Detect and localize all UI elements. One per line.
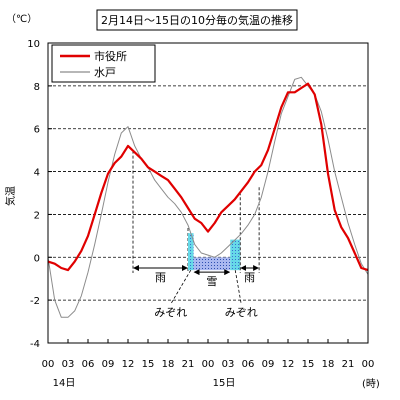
y-tick-label: 10 xyxy=(27,39,40,50)
x-tick-label: 00 xyxy=(202,359,215,370)
x-tick-label: 09 xyxy=(102,359,115,370)
y-tick-label: 8 xyxy=(34,82,40,93)
day-label: 15日 xyxy=(213,378,236,389)
snow-region xyxy=(193,257,231,271)
legend: 市役所 水戸 xyxy=(51,44,156,83)
y-tick-label: 0 xyxy=(34,253,40,264)
y-tick-label: 6 xyxy=(34,125,40,136)
y-tick-label: 2 xyxy=(34,210,40,221)
series-layer xyxy=(47,76,369,318)
plot-frame xyxy=(47,42,369,344)
rain-label: 雨 xyxy=(244,271,255,284)
title-frame xyxy=(96,9,298,31)
y-unit-label: （℃） xyxy=(6,13,37,25)
x-tick-label: 12 xyxy=(282,359,295,370)
sleet-label: みぞれ xyxy=(154,306,187,319)
x-tick-label: 00 xyxy=(362,359,375,370)
x-tick-label: 03 xyxy=(62,359,75,370)
x-tick-label: 12 xyxy=(122,359,135,370)
legend-frame xyxy=(51,44,156,83)
sleet-region xyxy=(188,233,194,271)
y-tick-label: 4 xyxy=(34,168,40,179)
legend-label-mito: 水戸 xyxy=(94,66,116,79)
x-tick-label: 21 xyxy=(342,359,355,370)
sleet-leader-line xyxy=(170,269,192,305)
x-tick-label: 03 xyxy=(222,359,235,370)
sleet-leader-line xyxy=(234,270,242,305)
x-tick-label: 06 xyxy=(82,359,95,370)
rain-label: 雨 xyxy=(155,271,166,284)
x-tick-label: 15 xyxy=(142,359,155,370)
y-tick-label: -4 xyxy=(30,339,40,350)
x-tick-label: 18 xyxy=(162,359,175,370)
legend-label-shiyakusho: 市役所 xyxy=(94,49,127,63)
x-tick-label: 15 xyxy=(302,359,315,370)
x-tick-label: 09 xyxy=(262,359,275,370)
x-unit-label: (時) xyxy=(362,378,380,390)
day-label: 14日 xyxy=(53,378,76,389)
x-tick-label: 21 xyxy=(182,359,195,370)
x-tick-label: 00 xyxy=(42,359,55,370)
chart-title: 2月14日～15日の10分毎の気温の推移 xyxy=(101,13,293,27)
y-axis-label: 気温 xyxy=(4,186,17,206)
sleet-region xyxy=(230,239,241,271)
y-tick-label: -2 xyxy=(30,296,40,307)
snow-label: 雪 xyxy=(206,275,217,288)
chart-title-box: 2月14日～15日の10分毎の気温の推移 xyxy=(96,9,298,31)
sleet-label: みぞれ xyxy=(225,306,258,319)
x-tick-label: 18 xyxy=(322,359,335,370)
x-tick-label: 06 xyxy=(242,359,255,370)
series-line-shiyakusho xyxy=(47,82,369,272)
